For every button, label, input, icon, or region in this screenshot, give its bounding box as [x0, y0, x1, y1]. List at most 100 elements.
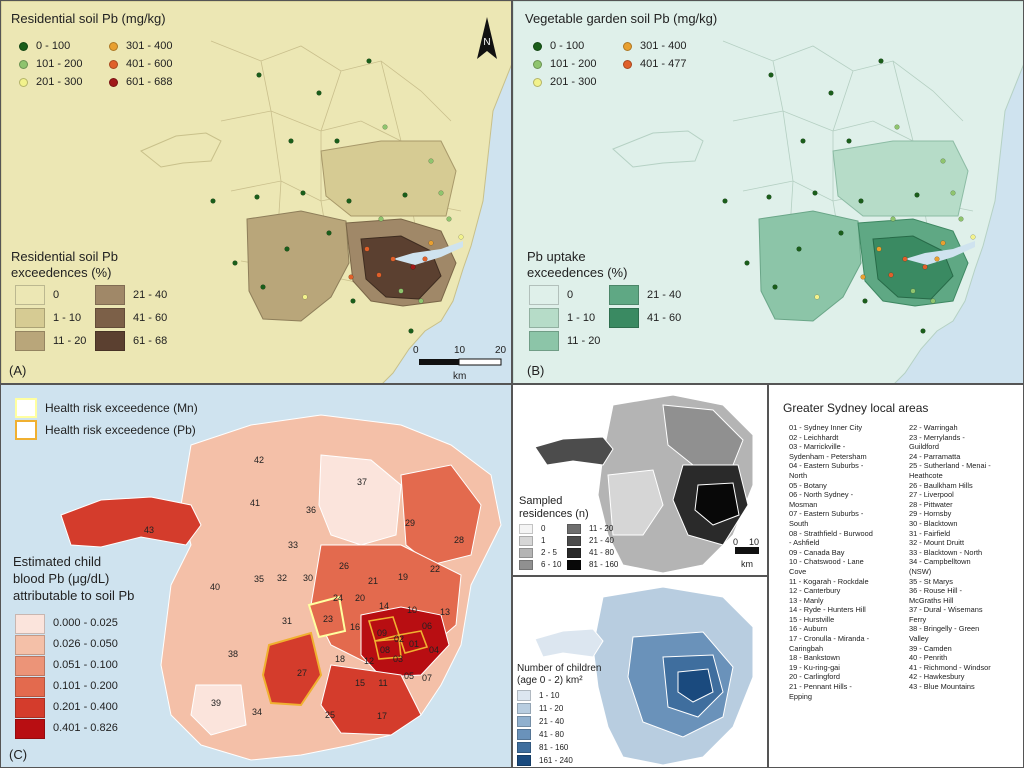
panel-a-map-svg: [1, 1, 511, 383]
local-area-entry: Caringbah: [789, 643, 824, 653]
area-label-32: 32: [276, 573, 287, 583]
area-label-30: 30: [302, 573, 313, 583]
swatch: [517, 755, 531, 766]
area-label-33: 33: [287, 540, 298, 550]
panel-b-vegetable-garden-map: Vegetable garden soil Pb (mg/kg) 0 - 100…: [512, 0, 1024, 384]
sample-point: [422, 256, 428, 262]
panel-c-area-39: [190, 684, 247, 736]
area-label-38: 38: [227, 649, 238, 659]
local-area-entry: 23 - Merrylands -: [909, 432, 965, 442]
swatch: [519, 524, 533, 534]
sample-point: [838, 230, 844, 236]
sample-point: [894, 124, 900, 130]
area-label-25: 25: [324, 710, 335, 720]
sample-point: [930, 298, 936, 304]
local-area-entry: 31 - Fairfield: [909, 528, 951, 538]
sample-point: [860, 274, 866, 280]
local-area-entry: North: [789, 470, 808, 480]
panel-d-sampled-residences-map: Sampled residences (n) 0 11 - 20 1 21 - …: [512, 384, 768, 576]
swatch: [567, 548, 581, 558]
area-label-11: 11: [378, 678, 388, 688]
area-label-41: 41: [249, 498, 260, 508]
sample-point: [410, 264, 416, 270]
sample-point: [922, 264, 928, 270]
area-label-34: 34: [251, 707, 262, 717]
panel-a-letter: (A): [9, 363, 27, 378]
local-area-entry: 32 - Mount Druitt: [909, 538, 965, 548]
sample-point: [334, 138, 340, 144]
sample-point: [364, 246, 370, 252]
legend-point-201-300: 201 - 300: [19, 73, 109, 91]
sample-point: [348, 274, 354, 280]
sample-point: [878, 58, 884, 64]
panel-b-zone-1-10: [832, 140, 969, 217]
area-label-42: 42: [253, 455, 264, 465]
panel-b-zone-11-20: [758, 210, 862, 322]
sample-point: [326, 230, 332, 236]
swatch: [15, 634, 45, 655]
area-label-35: 35: [253, 574, 264, 584]
area-label-22: 22: [429, 564, 440, 574]
local-area-entry: 37 - Dural - Wisemans: [909, 605, 983, 615]
sample-point: [914, 192, 920, 198]
sample-point: [398, 288, 404, 294]
sample-point: [970, 234, 976, 240]
local-area-entry: 29 - Hornsby: [909, 509, 952, 519]
local-area-entry: Mosman: [789, 499, 818, 509]
panel-d-legend: 0 11 - 20 1 21 - 40 2 - 5 41 - 80 6 - 10…: [519, 523, 619, 571]
panel-b-letter: (B): [527, 363, 545, 378]
panel-d-west: [607, 469, 664, 536]
legend-dot: [533, 59, 542, 69]
sample-point: [256, 72, 262, 78]
legend-dot: [623, 41, 632, 51]
panel-b-west-spur: [612, 130, 704, 168]
area-label-18: 18: [334, 654, 345, 664]
health-mn-swatch: [15, 398, 37, 418]
swatch: [517, 716, 531, 727]
local-area-entry: 25 - Sutherland - Menai -: [909, 461, 991, 471]
local-area-entry: 12 - Canterbury: [789, 586, 841, 596]
sample-point: [910, 288, 916, 294]
panel-c-health-legend: Health risk exceedence (Mn) Health risk …: [15, 397, 198, 441]
local-area-entry: - Ashfield: [789, 538, 820, 548]
local-area-entry: 08 - Strathfield - Burwood: [789, 528, 873, 538]
sample-point: [408, 328, 414, 334]
panel-d-scale-ticks: 0 10 km: [733, 537, 760, 569]
local-area-entry: 19 - Ku-ring-gai: [789, 662, 840, 672]
local-area-entry: South: [789, 518, 809, 528]
local-area-entry: Heathcote: [909, 470, 943, 480]
local-area-entry: 39 - Camden: [909, 643, 952, 653]
swatch: [15, 718, 45, 739]
sample-point: [458, 234, 464, 240]
sample-point: [428, 240, 434, 246]
local-area-entry: 40 - Penrith: [909, 653, 948, 663]
sample-point: [814, 294, 820, 300]
sample-point: [940, 240, 946, 246]
swatch: [519, 548, 533, 558]
sample-point: [722, 198, 728, 204]
local-area-entry: 05 - Botany: [789, 480, 827, 490]
local-area-entry: 20 - Carlingford: [789, 672, 840, 682]
panel-a-points-legend: 0 - 100 301 - 400 101 - 200 401 - 600 20…: [19, 37, 219, 91]
sample-point: [350, 298, 356, 304]
panel-b-zone-41-60: [872, 235, 954, 300]
area-label-37: 37: [356, 477, 367, 487]
sample-point: [376, 272, 382, 278]
panel-c-letter: (C): [9, 747, 28, 762]
swatch: [15, 676, 45, 697]
sample-point: [390, 256, 396, 262]
local-area-entry: 34 - Campbelltown: [909, 557, 971, 567]
swatch: [529, 331, 559, 351]
panel-c-north-red: [400, 464, 482, 566]
swatch: [529, 285, 559, 305]
sample-point: [888, 272, 894, 278]
area-label-03: 03: [392, 654, 403, 664]
sample-point: [446, 216, 452, 222]
area-label-07: 07: [421, 673, 432, 683]
area-label-01: 01: [408, 639, 419, 649]
panel-f-title: Greater Sydney local areas: [783, 401, 929, 415]
panel-e-title: Number of children (age 0 - 2) km²: [517, 663, 602, 686]
swatch: [609, 285, 639, 305]
swatch: [517, 742, 531, 753]
local-area-entry: 38 - Bringelly - Green: [909, 624, 980, 634]
